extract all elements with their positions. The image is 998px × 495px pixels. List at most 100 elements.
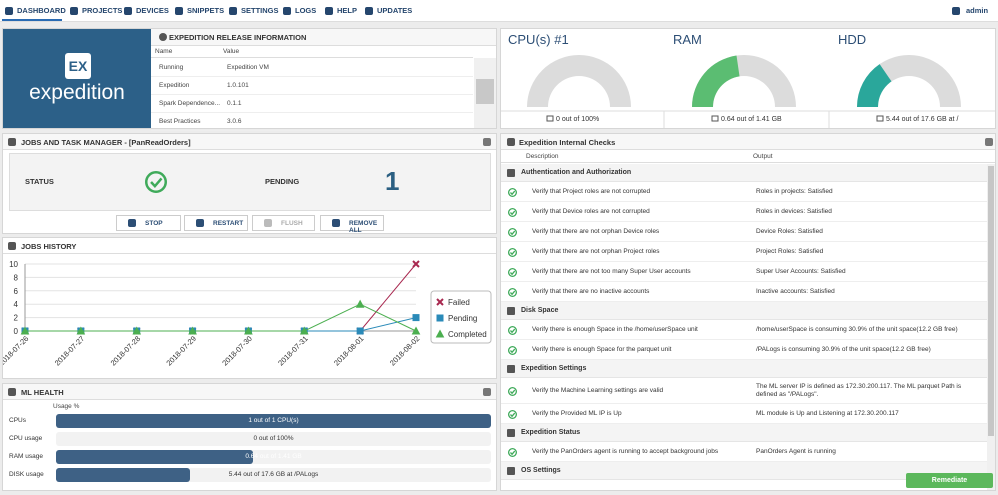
- graphic: [507, 386, 517, 396]
- status-box: [9, 153, 491, 211]
- gauge-fill: [857, 64, 892, 107]
- graphic: [507, 447, 517, 457]
- output: Project Roles: Satisfied: [756, 248, 824, 255]
- nav-item[interactable]: HELP: [337, 6, 358, 15]
- icon: [8, 242, 16, 250]
- graphic: [507, 325, 517, 335]
- description: Verify that there are not orphan Device …: [532, 228, 660, 235]
- usage-label: 5.44 out of 17.6 GB at /PALogs: [228, 471, 319, 478]
- check-mark: [509, 210, 515, 215]
- marker: [411, 326, 421, 335]
- nav-item[interactable]: PROJECTS: [82, 6, 123, 15]
- group-name: Authentication and Authorization: [521, 169, 632, 176]
- cell: 3.0.6: [227, 118, 242, 125]
- nav-item[interactable]: DASHBOARD: [17, 6, 66, 15]
- icon: [159, 33, 167, 41]
- description: Verify that there are not orphan Project…: [532, 248, 660, 255]
- cell: Expedition VM: [227, 64, 269, 71]
- icon: [507, 138, 515, 146]
- check-icon: [507, 386, 517, 396]
- check-row: [501, 242, 987, 262]
- collapse-icon: [507, 429, 515, 437]
- output: /PALogs is consuming 30.9% of the unit s…: [756, 346, 931, 353]
- button[interactable]: REMOVE ALL: [320, 215, 384, 234]
- button[interactable]: RESTART: [184, 215, 248, 231]
- cell: Running: [159, 64, 184, 71]
- gauge-panel: CPU(s) #1 0 out of 100% RAM 0.64 out of 1.4…: [500, 28, 996, 129]
- nav-item[interactable]: DEVICES: [136, 6, 169, 15]
- graphic: CPU(s) #1 0 out of 100% RAM 0.64 out of 1.4…: [501, 32, 995, 128]
- gauge-title: CPU(s) #1: [508, 32, 569, 47]
- ml-panel: ML HEALTH Usage % CPUs 1 out of 1 CPU(s) CPU…: [2, 383, 497, 491]
- graphic: [507, 247, 517, 257]
- output: Roles in projects: Satisfied: [756, 188, 833, 195]
- icon: [8, 388, 16, 396]
- legend-label: Failed: [448, 298, 470, 307]
- check-mark: [509, 450, 515, 455]
- row-name: DISK usage: [9, 471, 44, 478]
- x-tick-label: 2018-08-02: [388, 334, 421, 367]
- icon: [264, 219, 272, 227]
- check-row: [501, 182, 987, 202]
- marker: [436, 314, 444, 322]
- row-name: CPUs: [9, 417, 26, 424]
- button[interactable]: STOP: [116, 215, 181, 231]
- check-icon: [507, 247, 517, 257]
- column-row: [501, 150, 995, 163]
- check-row: [501, 262, 987, 282]
- column-header: Name: [155, 48, 173, 55]
- x-tick-label: 2018-07-31: [276, 334, 309, 367]
- bar-track: [56, 432, 491, 446]
- nav-item[interactable]: UPDATES: [377, 6, 413, 15]
- graphic: [507, 345, 517, 355]
- active-underline: [2, 19, 62, 21]
- x-tick-label: 2018-08-01: [332, 334, 365, 367]
- graphic: [145, 171, 167, 193]
- check-icon: [507, 287, 517, 297]
- y-tick-label: 0: [14, 327, 19, 336]
- check-row: [501, 378, 987, 404]
- check-mark: [509, 250, 515, 255]
- row-rule: [151, 112, 473, 113]
- logo-badge: EX: [65, 53, 91, 79]
- graphic: [507, 227, 517, 237]
- marker: [355, 299, 365, 308]
- icon: [175, 7, 183, 15]
- pending-label: PENDING: [265, 177, 300, 186]
- y-tick-label: 6: [14, 287, 19, 296]
- row-name: CPU usage: [9, 435, 43, 442]
- remediate-button[interactable]: Remediate: [906, 473, 993, 488]
- group-row: [501, 164, 987, 182]
- description: Verify the Provided ML IP is Up: [532, 410, 622, 417]
- nav-item[interactable]: SETTINGS: [241, 6, 279, 15]
- check-icon: [507, 447, 517, 457]
- usage-label: 0.64 out of 1.41 GB: [245, 453, 302, 460]
- usage-bar: [56, 468, 191, 482]
- check-icon: [507, 325, 517, 335]
- check-row: [501, 222, 987, 242]
- gauge-title: HDD: [838, 32, 866, 47]
- check-mark: [509, 290, 515, 295]
- history-panel: JOBS HISTORY 0 2 4 6 8 10 2018-07-26 2018-07-27 2…: [2, 237, 497, 379]
- panel-header: JOBS HISTORY: [3, 238, 496, 254]
- icon: [124, 7, 132, 15]
- marker: [299, 326, 309, 335]
- marker: [412, 314, 420, 322]
- group-name: Expedition Settings: [521, 365, 587, 372]
- icon: [365, 7, 373, 15]
- output: /home/userSpace is consuming 30.9% of th…: [756, 326, 958, 333]
- cell: 0.1.1: [227, 100, 242, 107]
- pending-count: 1: [385, 166, 400, 196]
- user[interactable]: admin: [966, 6, 989, 15]
- icon: [128, 219, 136, 227]
- nav-item[interactable]: LOGS: [295, 6, 317, 15]
- panel-title: ML HEALTH: [21, 388, 64, 397]
- usage-bar: [56, 414, 491, 428]
- check-mark: [509, 270, 515, 275]
- nav-item[interactable]: SNIPPETS: [187, 6, 225, 15]
- marker: [244, 326, 253, 335]
- check-icon: [507, 409, 517, 419]
- gauge-track: [857, 55, 961, 107]
- check-row: [501, 404, 987, 424]
- button[interactable]: FLUSH: [252, 215, 315, 231]
